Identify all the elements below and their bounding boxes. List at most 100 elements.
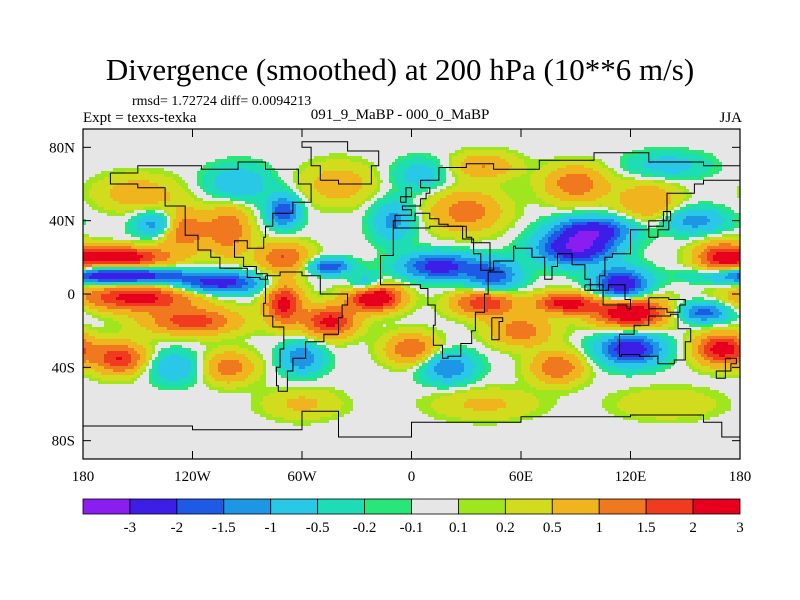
field-cell bbox=[257, 162, 270, 166]
field-cell bbox=[605, 291, 615, 295]
field-cell bbox=[545, 360, 570, 364]
field-cell bbox=[686, 351, 693, 355]
field-cell bbox=[281, 183, 288, 187]
field-cell bbox=[599, 255, 612, 259]
field-cell bbox=[440, 396, 537, 400]
field-cell bbox=[668, 345, 678, 349]
field-cell bbox=[413, 366, 420, 370]
field-cell bbox=[683, 192, 693, 196]
field-cell bbox=[374, 189, 381, 193]
field-cell bbox=[206, 345, 219, 349]
field-cell bbox=[602, 315, 612, 319]
field-cell bbox=[305, 210, 309, 214]
field-cell bbox=[710, 261, 720, 265]
field-cell bbox=[692, 252, 702, 256]
field-cell bbox=[611, 276, 630, 280]
field-cell bbox=[173, 285, 177, 289]
field-cell bbox=[419, 219, 423, 223]
field-cell bbox=[257, 207, 261, 211]
field-cell bbox=[635, 237, 648, 241]
field-cell bbox=[275, 309, 282, 313]
field-cell bbox=[461, 165, 483, 169]
field-cell bbox=[626, 189, 666, 193]
field-cell bbox=[545, 246, 552, 250]
field-cell bbox=[245, 354, 258, 358]
field-cell bbox=[734, 210, 740, 214]
field-cell bbox=[173, 171, 198, 175]
field-cell bbox=[137, 222, 147, 226]
field-cell bbox=[704, 345, 714, 349]
field-cell bbox=[668, 351, 678, 355]
field-cell bbox=[260, 210, 267, 214]
field-cell bbox=[107, 351, 129, 355]
field-cell bbox=[296, 210, 303, 214]
field-cell bbox=[293, 264, 303, 268]
field-cell bbox=[266, 363, 273, 367]
field-cell bbox=[710, 249, 740, 253]
colorbar-label: -0.5 bbox=[306, 520, 330, 536]
field-cell bbox=[440, 351, 444, 355]
field-cell bbox=[653, 291, 666, 295]
field-cell bbox=[302, 273, 306, 277]
field-cell bbox=[92, 237, 114, 241]
field-cell bbox=[620, 231, 630, 235]
field-cell bbox=[365, 291, 375, 295]
field-cell bbox=[83, 300, 90, 304]
field-cell bbox=[677, 315, 681, 319]
field-cell bbox=[671, 183, 681, 187]
field-cell bbox=[302, 171, 324, 175]
field-cell bbox=[92, 183, 117, 187]
field-cell bbox=[635, 288, 645, 292]
field-cell bbox=[89, 306, 108, 310]
field-cell bbox=[329, 366, 336, 370]
field-cell bbox=[635, 219, 642, 223]
field-cell bbox=[197, 354, 204, 358]
colorbar-label: -1 bbox=[264, 520, 277, 536]
field-cell bbox=[605, 321, 618, 325]
field-cell bbox=[257, 297, 264, 301]
field-cell bbox=[290, 300, 297, 304]
field-cell bbox=[344, 390, 456, 394]
field-cell bbox=[329, 315, 333, 319]
field-cell bbox=[611, 189, 627, 193]
field-cell bbox=[113, 168, 165, 172]
field-cell bbox=[305, 366, 321, 370]
field-cell bbox=[437, 354, 444, 358]
field-cell bbox=[197, 372, 204, 376]
field-cell bbox=[350, 195, 369, 199]
field-cell bbox=[215, 180, 264, 184]
field-cell bbox=[236, 303, 255, 307]
field-cell bbox=[356, 204, 363, 208]
field-cell bbox=[686, 363, 693, 367]
field-cell bbox=[587, 378, 594, 382]
field-cell bbox=[485, 339, 498, 343]
field-cell bbox=[713, 201, 740, 205]
field-cell bbox=[425, 294, 435, 298]
field-cell bbox=[518, 378, 525, 382]
field-cell bbox=[428, 375, 444, 379]
field-cell bbox=[665, 213, 672, 217]
field-cell bbox=[665, 219, 672, 223]
field-cell bbox=[416, 360, 423, 364]
field-cell bbox=[299, 252, 309, 256]
field-cell bbox=[113, 369, 126, 373]
field-cell bbox=[278, 171, 294, 175]
field-cell bbox=[407, 261, 417, 265]
field-cell bbox=[263, 315, 273, 319]
field-cell bbox=[440, 348, 444, 352]
field-cell bbox=[254, 252, 270, 256]
field-cell bbox=[311, 264, 318, 268]
field-cell bbox=[323, 375, 414, 379]
field-cell bbox=[170, 228, 174, 232]
field-cell bbox=[314, 255, 321, 259]
field-cell bbox=[677, 258, 684, 262]
field-cell bbox=[263, 216, 267, 220]
field-cell bbox=[443, 345, 453, 349]
field-cell bbox=[419, 279, 471, 283]
field-cell bbox=[605, 246, 612, 250]
field-cell bbox=[692, 162, 714, 166]
field-cell bbox=[149, 378, 153, 382]
field-cell bbox=[380, 177, 390, 181]
field-cell bbox=[431, 405, 465, 409]
field-cell bbox=[89, 204, 99, 208]
